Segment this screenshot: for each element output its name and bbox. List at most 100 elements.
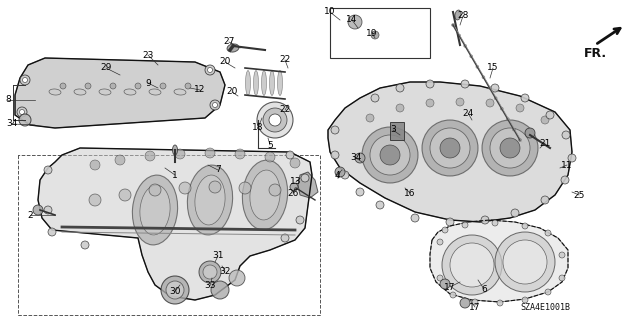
Circle shape [348, 15, 362, 29]
Text: 34: 34 [6, 120, 18, 129]
Text: 12: 12 [195, 85, 205, 94]
Circle shape [175, 149, 185, 159]
Circle shape [179, 182, 191, 194]
Text: 21: 21 [540, 138, 550, 147]
Text: 1: 1 [172, 170, 178, 180]
Circle shape [446, 218, 454, 226]
Circle shape [290, 183, 298, 191]
Circle shape [212, 102, 218, 108]
Circle shape [161, 276, 189, 304]
Text: 15: 15 [487, 63, 499, 72]
Circle shape [488, 86, 491, 89]
Circle shape [541, 196, 549, 204]
Circle shape [559, 252, 565, 258]
Circle shape [482, 76, 485, 79]
Text: 8: 8 [5, 95, 11, 105]
Circle shape [476, 65, 479, 68]
Circle shape [160, 83, 166, 89]
Circle shape [265, 152, 275, 162]
Circle shape [119, 189, 131, 201]
Circle shape [60, 83, 66, 89]
Circle shape [199, 261, 221, 283]
Text: 26: 26 [287, 189, 299, 197]
Text: 2: 2 [27, 211, 33, 219]
Text: 28: 28 [458, 11, 468, 20]
Circle shape [44, 166, 52, 174]
Circle shape [239, 182, 251, 194]
Text: 7: 7 [215, 166, 221, 174]
Circle shape [500, 107, 503, 110]
Text: 17: 17 [469, 302, 481, 311]
Circle shape [460, 298, 470, 308]
Circle shape [500, 138, 520, 158]
Circle shape [541, 116, 549, 124]
Circle shape [90, 160, 100, 170]
Text: 6: 6 [481, 285, 487, 293]
Circle shape [464, 44, 467, 48]
Ellipse shape [262, 70, 266, 95]
Circle shape [331, 151, 339, 159]
Text: 4: 4 [334, 170, 340, 180]
Circle shape [145, 151, 155, 161]
Circle shape [426, 80, 434, 88]
Circle shape [341, 171, 349, 179]
Circle shape [440, 138, 460, 158]
Polygon shape [38, 148, 312, 300]
Circle shape [561, 176, 569, 184]
Circle shape [568, 154, 576, 162]
Ellipse shape [253, 70, 259, 95]
Circle shape [33, 205, 43, 215]
Circle shape [229, 270, 245, 286]
Ellipse shape [149, 89, 161, 95]
Circle shape [440, 279, 450, 289]
Text: 10: 10 [324, 8, 336, 17]
Circle shape [522, 297, 528, 303]
Text: 14: 14 [346, 16, 358, 25]
Circle shape [559, 275, 565, 281]
Text: 31: 31 [212, 251, 224, 261]
Circle shape [442, 235, 502, 295]
Circle shape [495, 232, 555, 292]
Circle shape [522, 223, 528, 229]
Circle shape [371, 94, 379, 102]
Circle shape [371, 31, 379, 39]
Text: 11: 11 [561, 160, 573, 169]
Circle shape [48, 228, 56, 236]
Circle shape [356, 188, 364, 196]
Circle shape [518, 138, 522, 142]
Circle shape [22, 78, 28, 83]
Circle shape [257, 102, 293, 138]
Ellipse shape [188, 165, 232, 235]
Circle shape [545, 289, 551, 295]
Polygon shape [430, 220, 568, 302]
Circle shape [506, 118, 509, 121]
Circle shape [207, 68, 212, 72]
Circle shape [269, 114, 281, 126]
Text: 24: 24 [462, 108, 474, 117]
Circle shape [149, 184, 161, 196]
Text: 20: 20 [227, 87, 237, 97]
Ellipse shape [124, 89, 136, 95]
Circle shape [269, 184, 281, 196]
Circle shape [166, 281, 184, 299]
Circle shape [450, 292, 456, 298]
Circle shape [396, 104, 404, 112]
Circle shape [516, 104, 524, 112]
Circle shape [494, 97, 497, 100]
Circle shape [210, 100, 220, 110]
Circle shape [362, 127, 418, 183]
Circle shape [205, 148, 215, 158]
Ellipse shape [195, 175, 225, 225]
Circle shape [135, 83, 141, 89]
Ellipse shape [269, 70, 275, 95]
Text: 5: 5 [267, 140, 273, 150]
Circle shape [491, 84, 499, 92]
Text: 16: 16 [404, 189, 416, 197]
Ellipse shape [246, 70, 250, 95]
Circle shape [545, 230, 551, 236]
Polygon shape [15, 58, 225, 128]
Text: 34: 34 [350, 153, 362, 162]
Text: 23: 23 [142, 50, 154, 60]
Circle shape [17, 107, 27, 117]
Text: 27: 27 [223, 38, 235, 47]
